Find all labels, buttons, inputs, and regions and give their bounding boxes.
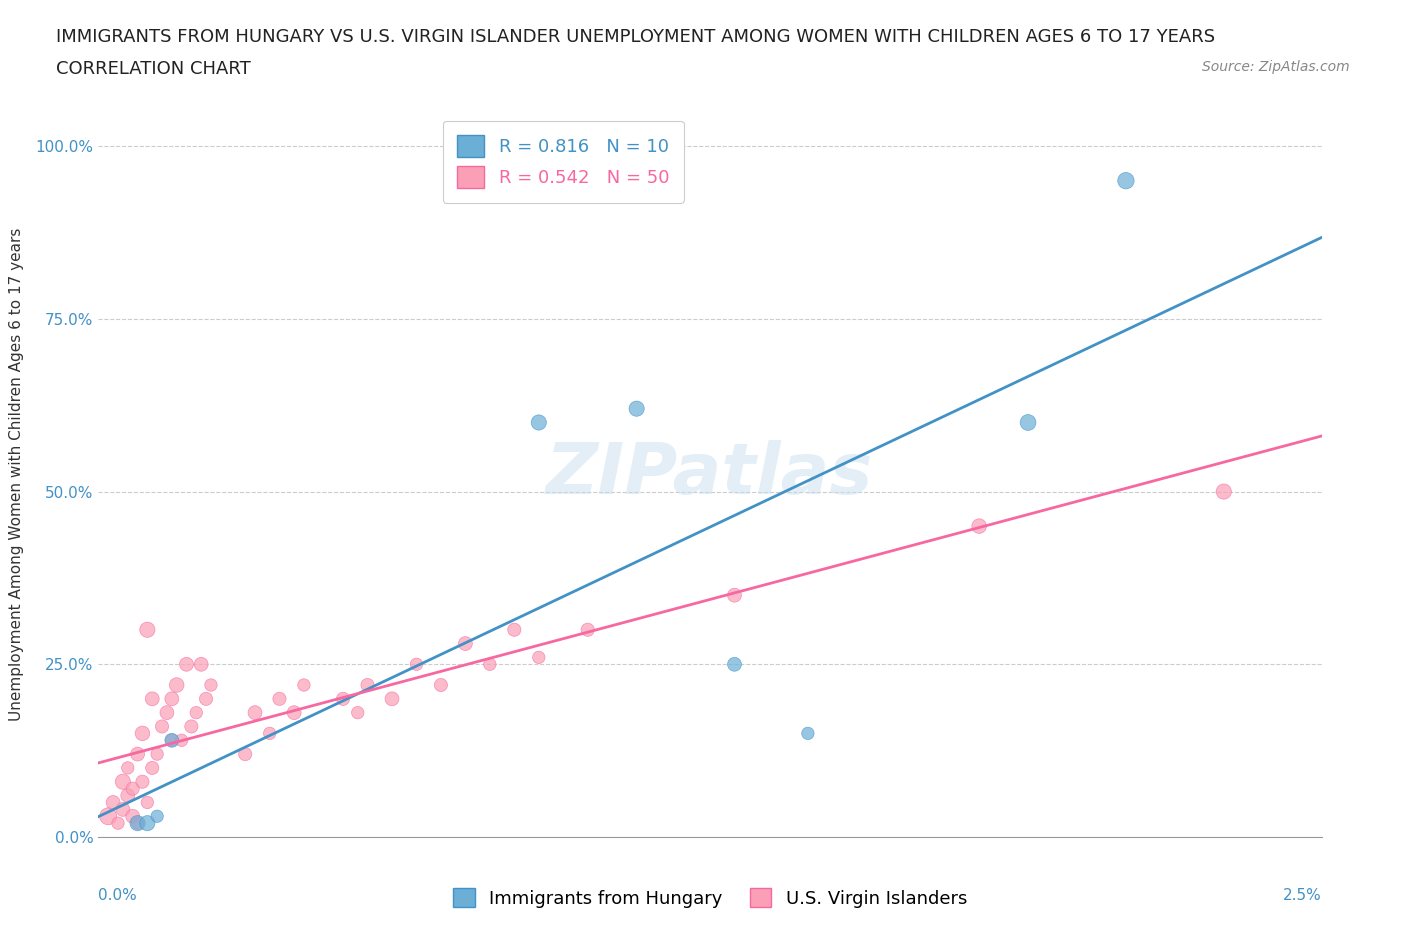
Point: [1017, 415, 1039, 430]
Point: [136, 816, 159, 830]
Point: [332, 691, 354, 706]
Y-axis label: Unemployment Among Women with Children Ages 6 to 17 years: Unemployment Among Women with Children A…: [10, 228, 24, 721]
Point: [117, 761, 139, 776]
Point: [527, 650, 550, 665]
Point: [127, 816, 149, 830]
Point: [160, 733, 183, 748]
Point: [967, 519, 990, 534]
Point: [723, 657, 745, 671]
Point: [626, 401, 648, 416]
Point: [200, 678, 222, 693]
Point: [1212, 485, 1234, 499]
Point: [195, 691, 218, 706]
Point: [146, 747, 169, 762]
Text: IMMIGRANTS FROM HUNGARY VS U.S. VIRGIN ISLANDER UNEMPLOYMENT AMONG WOMEN WITH CH: IMMIGRANTS FROM HUNGARY VS U.S. VIRGIN I…: [56, 28, 1215, 46]
Point: [186, 705, 208, 720]
Point: [136, 622, 159, 637]
Point: [170, 733, 193, 748]
Point: [430, 678, 453, 693]
Point: [283, 705, 305, 720]
Point: [180, 719, 202, 734]
Point: [259, 726, 281, 741]
Text: 2.5%: 2.5%: [1282, 888, 1322, 903]
Point: [160, 733, 183, 748]
Point: [405, 657, 427, 671]
Text: ZIPatlas: ZIPatlas: [547, 440, 873, 509]
Text: CORRELATION CHART: CORRELATION CHART: [56, 60, 252, 78]
Point: [233, 747, 256, 762]
Point: [176, 657, 198, 671]
Point: [797, 726, 820, 741]
Point: [111, 802, 134, 817]
Point: [136, 795, 159, 810]
Point: [141, 691, 163, 706]
Point: [131, 726, 153, 741]
Point: [269, 691, 291, 706]
Point: [127, 816, 149, 830]
Legend: Immigrants from Hungary, U.S. Virgin Islanders: Immigrants from Hungary, U.S. Virgin Isl…: [446, 882, 974, 915]
Point: [503, 622, 526, 637]
Point: [346, 705, 368, 720]
Point: [107, 816, 129, 830]
Text: Source: ZipAtlas.com: Source: ZipAtlas.com: [1202, 60, 1350, 74]
Point: [111, 775, 134, 790]
Point: [121, 781, 143, 796]
Point: [146, 809, 169, 824]
Point: [117, 788, 139, 803]
Point: [576, 622, 599, 637]
Point: [723, 588, 745, 603]
Point: [131, 775, 153, 790]
Point: [454, 636, 477, 651]
Point: [243, 705, 266, 720]
Point: [527, 415, 550, 430]
Point: [160, 691, 183, 706]
Point: [292, 678, 315, 693]
Point: [1115, 173, 1137, 188]
Point: [141, 761, 163, 776]
Point: [190, 657, 212, 671]
Point: [156, 705, 179, 720]
Point: [381, 691, 404, 706]
Point: [121, 809, 143, 824]
Point: [97, 809, 120, 824]
Point: [101, 795, 124, 810]
Point: [478, 657, 501, 671]
Point: [150, 719, 173, 734]
Point: [127, 747, 149, 762]
Point: [356, 678, 378, 693]
Text: 0.0%: 0.0%: [98, 888, 138, 903]
Point: [166, 678, 188, 693]
